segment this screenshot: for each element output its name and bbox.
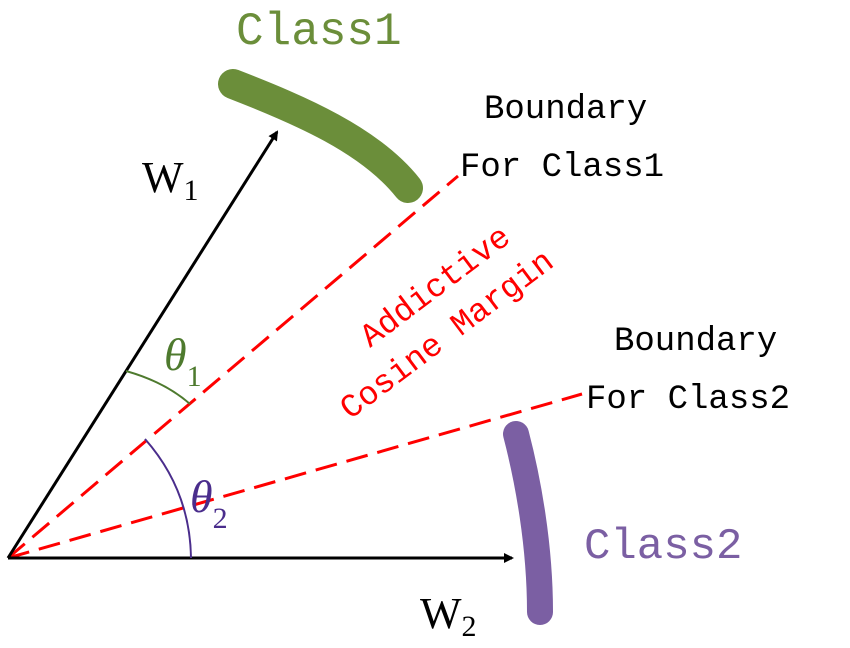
- theta1-label-base: θ: [164, 329, 187, 380]
- w2-label-base: W: [420, 589, 462, 638]
- theta1-arc: [125, 370, 191, 405]
- w1-vector-arrow: [6, 130, 279, 559]
- theta2-arc: [144, 438, 192, 559]
- boundary-class2-label-line2: For Class2: [586, 381, 790, 419]
- w2-label: W2: [420, 589, 477, 643]
- boundary-class1-label-line2: For Class1: [460, 149, 664, 187]
- w1-label-base: W: [142, 153, 184, 202]
- theta2-label: θ2: [190, 471, 228, 535]
- theta2-label-subscript: 2: [213, 502, 228, 535]
- theta1-label: θ1: [164, 329, 202, 393]
- boundary-class2-line: [7, 392, 583, 560]
- class1-label: Class1: [236, 6, 402, 58]
- theta1-label-subscript: 1: [187, 360, 202, 393]
- boundary-class1-line: [7, 174, 459, 560]
- boundary-class1-label-line1: Boundary: [484, 91, 647, 129]
- w2-label-subscript: 2: [462, 610, 477, 643]
- class1-cluster: [218, 69, 423, 203]
- class2-label: Class2: [584, 522, 742, 572]
- theta2-label-base: θ: [190, 471, 213, 522]
- class2-cluster: [503, 421, 553, 625]
- boundary-class2-label-line1: Boundary: [614, 323, 777, 361]
- w1-label-subscript: 1: [184, 174, 199, 207]
- w1-label: W1: [142, 153, 199, 207]
